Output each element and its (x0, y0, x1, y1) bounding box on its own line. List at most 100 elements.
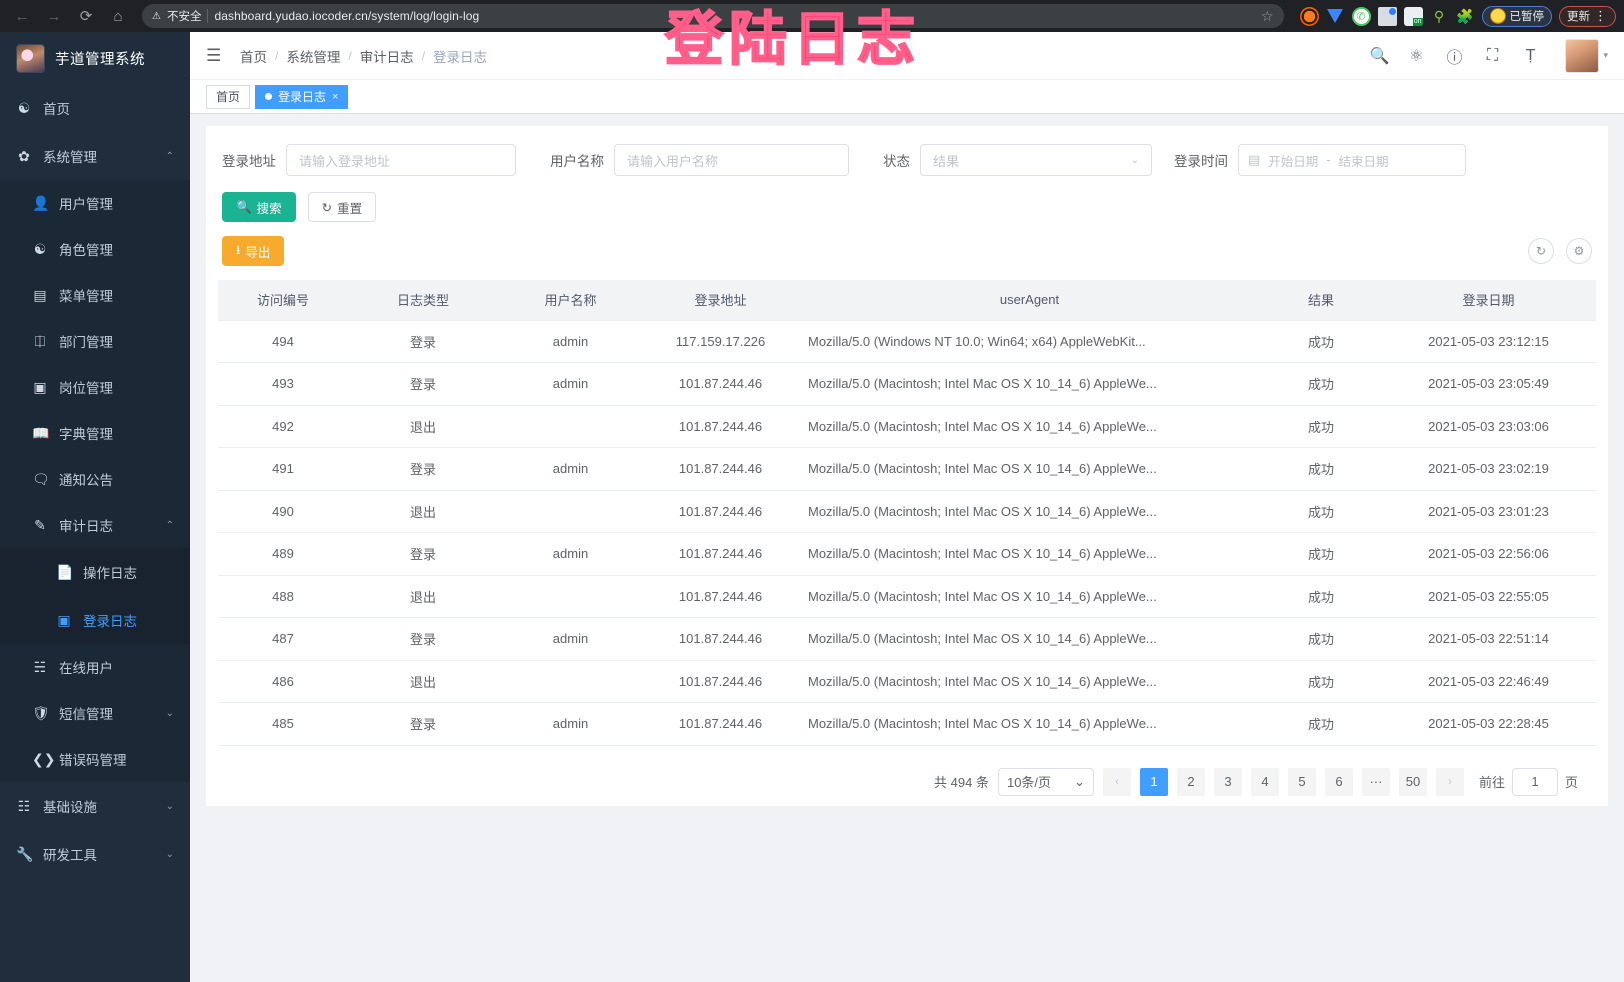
login-log-table: 访问编号 日志类型 用户名称 登录地址 userAgent 结果 登录日期 49… (218, 280, 1596, 746)
fullscreen-icon[interactable]: ⛶ (1486, 46, 1499, 64)
search-icon[interactable]: 🔍 (1369, 47, 1390, 65)
back-icon[interactable]: ← (14, 7, 30, 25)
refresh-circle-icon[interactable]: ↻ (1528, 238, 1554, 264)
sidebar-item-dev-tools[interactable]: 🔧 研发工具 ⌄ (0, 830, 190, 878)
table-row[interactable]: 485 登录 admin 101.87.244.46 Mozilla/5.0 (Maci… (218, 702, 1596, 746)
page-button-2[interactable]: 2 (1176, 767, 1205, 796)
cell-date: 2021-05-03 22:56:06 (1381, 532, 1596, 576)
sidebar-item-label: 用户管理 (59, 197, 113, 212)
topbar: ☰ 首页 / 系统管理 / 审计日志 / 登录日志 🔍 ⚛ ⓘ ⛶ Ṭ ▾ (190, 32, 1624, 80)
table-row[interactable]: 492 退出 101.87.244.46 Mozilla/5.0 (Macintosh… (218, 405, 1596, 448)
tab-home[interactable]: 首页 (206, 84, 251, 109)
jump-suffix-label: 页 (1564, 775, 1578, 790)
export-button[interactable]: ⭳ 导出 (222, 236, 285, 266)
column-header-id[interactable]: 访问编号 (218, 280, 348, 321)
start-date-input[interactable]: 开始日期 (1268, 154, 1319, 169)
o-extension-icon[interactable] (1299, 6, 1319, 26)
sidebar-item-dict-mgmt[interactable]: 📖 字典管理 (0, 410, 190, 456)
sidebar-item-operation-log[interactable]: 📄 操作日志 (0, 548, 190, 596)
search-icon: 🔍 (236, 199, 252, 214)
sidebar-item-sms-mgmt[interactable]: 🛡 短信管理 ⌄ (0, 690, 190, 736)
sidebar-item-dept-mgmt[interactable]: ⎅ 部门管理 (0, 318, 190, 364)
column-header-useragent[interactable]: userAgent (798, 280, 1261, 321)
browser-menu-icon[interactable]: ⋮ (1594, 8, 1608, 23)
page-button-last[interactable]: 50 (1398, 767, 1427, 796)
sidebar-item-error-code[interactable]: ❮❯ 错误码管理 (0, 736, 190, 782)
page-button-6[interactable]: 6 (1324, 767, 1353, 796)
end-date-input[interactable]: 结束日期 (1338, 154, 1389, 169)
page-button-5[interactable]: 5 (1287, 767, 1316, 796)
whatsapp-extension-icon[interactable]: ✆ (1351, 6, 1371, 26)
column-header-addr[interactable]: 登录地址 (643, 280, 798, 321)
home-icon[interactable]: ⌂ (113, 7, 123, 25)
address-bar[interactable]: ⚠ 不安全 dashboard.yudao.iocoder.cn/system/… (142, 4, 1284, 28)
breadcrumb-item-audit[interactable]: 审计日志 (359, 49, 414, 65)
jump-page-input[interactable]: 1 (1511, 767, 1558, 796)
next-page-button[interactable]: › (1435, 767, 1464, 796)
sidebar-logo[interactable]: 芋道管理系统 (0, 32, 190, 84)
help-icon[interactable]: ⓘ (1446, 49, 1463, 67)
sidebar-item-user-mgmt[interactable]: 👤 用户管理 (0, 180, 190, 226)
sidebar-item-infrastructure[interactable]: ☷ 基础设施 ⌄ (0, 782, 190, 830)
sidebar-item-login-log[interactable]: ▣ 登录日志 (0, 596, 190, 644)
sidebar-item-label: 审计日志 (59, 519, 113, 534)
bookmark-star-icon[interactable]: ☆ (1260, 7, 1274, 24)
login-addr-input[interactable]: 请输入登录地址 (286, 144, 516, 176)
puzzle-extension-icon[interactable]: 🧩 (1456, 7, 1474, 24)
table-row[interactable]: 489 登录 admin 101.87.244.46 Mozilla/5.0 (Maci… (218, 532, 1596, 576)
page-button-1[interactable]: 1 (1139, 767, 1168, 796)
table-row[interactable]: 490 退出 101.87.244.46 Mozilla/5.0 (Macintosh… (218, 490, 1596, 533)
diamond-extension-icon[interactable] (1326, 7, 1345, 26)
columns-circle-icon[interactable]: ⚙ (1566, 238, 1592, 264)
table-row[interactable]: 494 登录 admin 117.159.17.226 Mozilla/5.0 (Win… (218, 320, 1596, 363)
page-ellipsis[interactable]: ··· (1361, 767, 1390, 796)
blue-badge-extension-icon[interactable] (1377, 6, 1397, 26)
forward-icon[interactable]: → (46, 7, 62, 25)
breadcrumb-separator: / (275, 48, 279, 63)
column-header-result[interactable]: 结果 (1261, 280, 1381, 321)
breadcrumb-item-home[interactable]: 首页 (240, 49, 267, 65)
page-button-4[interactable]: 4 (1250, 767, 1279, 796)
table-row[interactable]: 491 登录 admin 101.87.244.46 Mozilla/5.0 (Maci… (218, 447, 1596, 491)
sidebar-item-home[interactable]: ☯ 首页 (0, 84, 190, 132)
status-select[interactable]: 结果 ⌄ (920, 144, 1152, 176)
page-button-3[interactable]: 3 (1213, 767, 1242, 796)
sidebar-item-system[interactable]: ✿ 系统管理 ⌃ (0, 132, 190, 180)
cell-addr: 101.87.244.46 (643, 447, 798, 491)
table-row[interactable]: 488 退出 101.87.244.46 Mozilla/5.0 (Macintosh… (218, 575, 1596, 618)
tab-login-log[interactable]: 登录日志 × (255, 84, 349, 109)
sidebar-item-notice[interactable]: 🗨 通知公告 (0, 456, 190, 502)
table-row[interactable]: 487 登录 admin 101.87.244.46 Mozilla/5.0 (Maci… (218, 617, 1596, 661)
tool-icon: 🔧 (16, 845, 34, 862)
font-size-icon[interactable]: Ṭ (1525, 46, 1536, 64)
translate-on-extension-icon[interactable] (1403, 6, 1423, 26)
cell-addr: 101.87.244.46 (643, 362, 798, 406)
prev-page-button[interactable]: ‹ (1102, 767, 1131, 796)
update-button[interactable]: 更新 ⋮ (1559, 5, 1616, 27)
pin-extension-icon[interactable]: ⚲ (1433, 7, 1445, 24)
avatar-menu[interactable]: ▾ (1559, 38, 1608, 73)
github-icon[interactable]: ⚛ (1409, 47, 1424, 65)
sidebar-item-role-mgmt[interactable]: ☯ 角色管理 (0, 226, 190, 272)
column-header-type[interactable]: 日志类型 (348, 280, 498, 321)
table-row[interactable]: 486 退出 101.87.244.46 Mozilla/5.0 (Macintosh… (218, 660, 1596, 703)
breadcrumb-item-system[interactable]: 系统管理 (286, 49, 341, 65)
reset-button[interactable]: ↻ 重置 (307, 192, 377, 222)
column-header-user[interactable]: 用户名称 (498, 280, 643, 321)
paused-label: 已暂停 (1509, 11, 1545, 23)
sidebar-item-menu-mgmt[interactable]: ▤ 菜单管理 (0, 272, 190, 318)
username-input[interactable]: 请输入用户名称 (614, 144, 849, 176)
table-row[interactable]: 493 登录 admin 101.87.244.46 Mozilla/5.0 (Maci… (218, 362, 1596, 406)
search-button[interactable]: 🔍 搜索 (222, 192, 296, 222)
reload-icon[interactable]: ⟳ (79, 8, 93, 25)
page-size-select[interactable]: 10条/页 ⌄ (997, 767, 1094, 796)
sidebar-item-audit-log[interactable]: ✎ 审计日志 ⌃ (0, 502, 190, 548)
cell-type: 登录 (348, 617, 498, 661)
sidebar-item-post-mgmt[interactable]: ▣ 岗位管理 (0, 364, 190, 410)
sidebar-item-online-users[interactable]: ☵ 在线用户 (0, 644, 190, 690)
paused-status-pill[interactable]: 已暂停 (1481, 5, 1552, 27)
close-icon[interactable]: × (332, 90, 339, 103)
hamburger-icon[interactable]: ☰ (206, 45, 222, 65)
login-time-daterange[interactable]: ▤ 开始日期 - 结束日期 (1238, 144, 1466, 176)
column-header-date[interactable]: 登录日期 (1381, 280, 1596, 321)
